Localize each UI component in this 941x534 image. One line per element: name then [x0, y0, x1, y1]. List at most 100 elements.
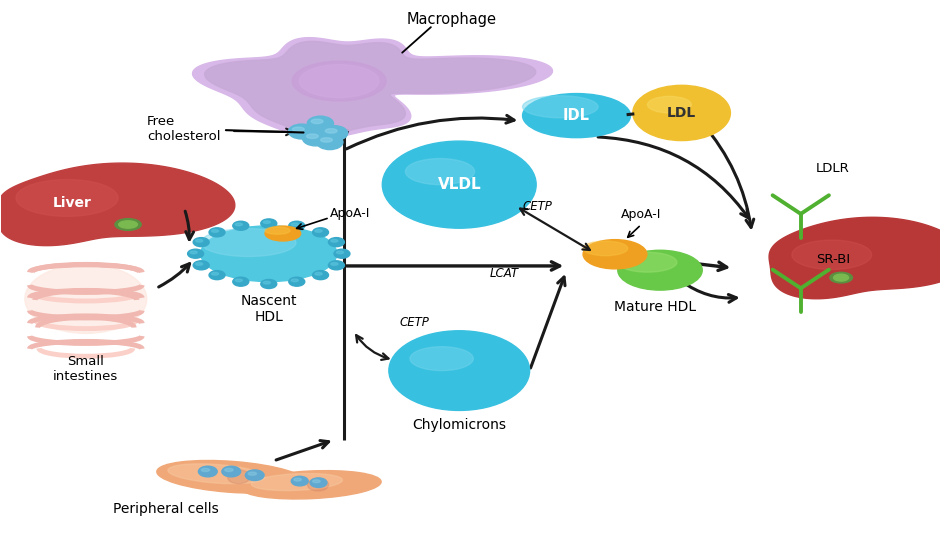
- Ellipse shape: [312, 480, 320, 483]
- Text: LDL: LDL: [667, 106, 696, 120]
- Ellipse shape: [235, 279, 243, 282]
- Ellipse shape: [308, 478, 328, 491]
- Polygon shape: [769, 217, 941, 299]
- Ellipse shape: [291, 223, 298, 226]
- Ellipse shape: [228, 470, 250, 484]
- Text: Nascent
HDL: Nascent HDL: [241, 294, 297, 324]
- Ellipse shape: [293, 127, 304, 131]
- Ellipse shape: [200, 229, 296, 256]
- Circle shape: [389, 331, 530, 411]
- Circle shape: [232, 277, 248, 286]
- Ellipse shape: [326, 129, 337, 133]
- Ellipse shape: [157, 460, 306, 493]
- Ellipse shape: [336, 251, 343, 254]
- Ellipse shape: [299, 65, 379, 98]
- Text: SR-BI: SR-BI: [816, 253, 850, 265]
- Ellipse shape: [251, 474, 343, 491]
- Text: Peripheral cells: Peripheral cells: [113, 502, 218, 516]
- Ellipse shape: [201, 468, 210, 472]
- Text: Small
intestines: Small intestines: [54, 355, 119, 383]
- Ellipse shape: [321, 138, 332, 142]
- Text: CETP: CETP: [399, 316, 429, 329]
- Text: Free
cholesterol: Free cholesterol: [147, 115, 304, 143]
- Ellipse shape: [167, 464, 264, 484]
- Circle shape: [246, 470, 264, 481]
- Circle shape: [312, 271, 328, 280]
- Text: ApoA-I: ApoA-I: [621, 208, 662, 221]
- Polygon shape: [16, 179, 119, 216]
- Ellipse shape: [583, 240, 646, 269]
- Circle shape: [209, 228, 225, 237]
- Text: Mature HDL: Mature HDL: [614, 301, 696, 315]
- Ellipse shape: [618, 252, 677, 272]
- Ellipse shape: [212, 272, 218, 275]
- Text: LCAT: LCAT: [489, 268, 518, 280]
- Circle shape: [382, 141, 536, 228]
- Circle shape: [289, 221, 305, 230]
- Circle shape: [321, 125, 347, 140]
- Circle shape: [261, 279, 277, 288]
- Text: LDLR: LDLR: [816, 162, 850, 175]
- Ellipse shape: [200, 226, 337, 281]
- Ellipse shape: [235, 223, 243, 226]
- Ellipse shape: [522, 93, 630, 138]
- Ellipse shape: [263, 281, 270, 284]
- Circle shape: [289, 277, 305, 286]
- Ellipse shape: [225, 468, 233, 472]
- Circle shape: [289, 124, 314, 139]
- Ellipse shape: [307, 134, 318, 138]
- Ellipse shape: [115, 218, 141, 230]
- Ellipse shape: [265, 226, 301, 241]
- Ellipse shape: [241, 470, 381, 499]
- Text: Liver: Liver: [53, 197, 91, 210]
- Circle shape: [292, 476, 309, 486]
- Text: Chylomicrons: Chylomicrons: [412, 419, 506, 433]
- Ellipse shape: [291, 279, 298, 282]
- Circle shape: [209, 271, 225, 280]
- Circle shape: [632, 85, 730, 140]
- Ellipse shape: [830, 272, 853, 283]
- Ellipse shape: [293, 61, 386, 101]
- Circle shape: [222, 466, 241, 477]
- Circle shape: [193, 238, 209, 247]
- Ellipse shape: [212, 230, 218, 232]
- Text: IDL: IDL: [563, 108, 590, 123]
- Ellipse shape: [196, 239, 202, 242]
- Ellipse shape: [647, 96, 692, 113]
- Circle shape: [334, 249, 350, 258]
- Ellipse shape: [263, 221, 270, 223]
- Circle shape: [232, 221, 248, 230]
- Ellipse shape: [410, 347, 473, 371]
- Ellipse shape: [522, 96, 598, 118]
- Ellipse shape: [248, 472, 257, 475]
- Ellipse shape: [315, 230, 322, 232]
- Text: Macrophage: Macrophage: [407, 12, 497, 27]
- Ellipse shape: [294, 478, 301, 481]
- Ellipse shape: [265, 227, 290, 234]
- Circle shape: [316, 135, 343, 150]
- Polygon shape: [193, 38, 552, 138]
- Text: VLDL: VLDL: [438, 177, 481, 192]
- Circle shape: [312, 228, 328, 237]
- Ellipse shape: [331, 263, 338, 265]
- Circle shape: [328, 238, 344, 247]
- Ellipse shape: [331, 239, 338, 242]
- Ellipse shape: [119, 221, 137, 228]
- Polygon shape: [791, 240, 871, 270]
- Polygon shape: [0, 163, 235, 246]
- Text: CETP: CETP: [522, 200, 552, 214]
- Circle shape: [187, 249, 203, 258]
- Circle shape: [311, 478, 327, 488]
- Ellipse shape: [196, 263, 202, 265]
- Circle shape: [261, 219, 277, 228]
- Ellipse shape: [618, 250, 702, 290]
- Circle shape: [199, 466, 217, 477]
- Circle shape: [328, 261, 344, 270]
- Ellipse shape: [24, 264, 147, 333]
- Ellipse shape: [834, 274, 849, 281]
- Ellipse shape: [583, 241, 628, 256]
- Circle shape: [193, 261, 209, 270]
- Ellipse shape: [190, 251, 198, 254]
- Circle shape: [303, 131, 328, 146]
- Ellipse shape: [406, 159, 474, 185]
